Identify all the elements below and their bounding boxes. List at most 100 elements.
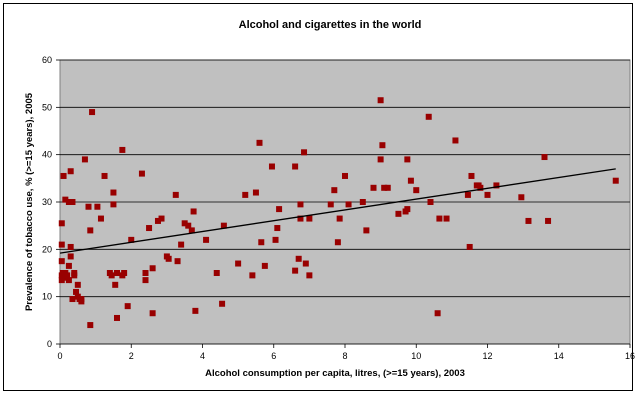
data-point (89, 109, 96, 116)
data-point (477, 184, 484, 191)
data-point (119, 146, 126, 153)
data-point (306, 215, 313, 222)
data-point (87, 322, 94, 329)
data-point (146, 225, 153, 232)
data-point (174, 258, 181, 265)
data-point (110, 189, 117, 196)
data-point (71, 270, 78, 276)
data-point (252, 189, 259, 196)
data-point (297, 215, 304, 222)
data-point (78, 296, 85, 303)
data-point (108, 272, 115, 279)
data-point (381, 184, 388, 191)
x-tick-label: 12 (482, 351, 492, 361)
data-point (274, 225, 281, 232)
data-point (67, 243, 74, 250)
y-tick-label: 60 (42, 55, 52, 65)
data-point (219, 300, 226, 307)
data-point (436, 215, 443, 222)
data-point (292, 163, 299, 170)
data-point (377, 156, 384, 163)
data-point (452, 137, 459, 144)
x-tick-label: 6 (271, 351, 276, 361)
data-point (545, 217, 552, 224)
data-point (121, 270, 128, 276)
x-tick-label: 2 (129, 351, 134, 361)
data-point (142, 270, 149, 276)
x-tick-label: 4 (200, 351, 205, 361)
data-point (404, 156, 411, 163)
gridlines (56, 59, 631, 348)
data-point (85, 203, 92, 210)
data-point (327, 201, 334, 208)
data-point (413, 187, 420, 194)
data-point (185, 222, 192, 229)
data-point (149, 310, 156, 317)
x-tick-label: 10 (411, 351, 421, 361)
x-tick-label: 14 (554, 351, 564, 361)
data-point (377, 97, 384, 104)
y-axis-title: Prevalence of tobacco use, % (>=15 years… (24, 92, 35, 311)
data-point (203, 236, 210, 243)
data-point (213, 270, 220, 276)
data-point (484, 191, 491, 198)
data-point (443, 215, 450, 222)
data-point (235, 260, 242, 267)
data-point (370, 184, 377, 191)
y-tick-label: 20 (42, 244, 52, 254)
data-point (69, 296, 76, 303)
data-point (172, 191, 179, 198)
data-point (301, 149, 308, 156)
data-point (114, 314, 120, 321)
data-point (192, 307, 199, 314)
data-point (427, 199, 434, 205)
data-point (363, 227, 370, 234)
data-point (268, 163, 275, 170)
data-point (101, 172, 108, 179)
data-point (466, 243, 473, 250)
data-point (272, 236, 279, 243)
data-point (94, 203, 101, 210)
data-point (295, 255, 302, 262)
data-point (128, 236, 135, 243)
data-point (110, 201, 117, 208)
data-point (124, 303, 131, 310)
data-point (331, 187, 338, 194)
data-point (87, 227, 94, 234)
data-point (60, 274, 67, 281)
data-point (612, 177, 619, 184)
data-point (359, 199, 366, 205)
data-point (64, 272, 71, 279)
data-point (112, 281, 119, 288)
data-point (249, 272, 256, 279)
data-point (518, 194, 525, 201)
data-point (525, 217, 532, 224)
data-point (58, 220, 65, 227)
data-point (165, 255, 172, 262)
chart-title: Alcohol and cigarettes in the world (239, 19, 422, 31)
data-point (425, 113, 432, 120)
data-point (468, 172, 475, 179)
data-point (190, 208, 197, 215)
data-point (345, 201, 352, 208)
data-point (334, 239, 341, 246)
data-point (302, 260, 309, 267)
data-point (142, 277, 149, 284)
data-point (114, 270, 120, 276)
data-point (292, 267, 299, 274)
data-point (178, 241, 185, 248)
x-tick-label: 16 (625, 351, 635, 361)
data-point (97, 215, 104, 222)
y-tick-label: 30 (42, 197, 52, 207)
data-point (154, 217, 161, 224)
data-point (188, 227, 195, 234)
data-point (65, 277, 72, 284)
data-point (256, 139, 263, 146)
data-point (60, 172, 67, 179)
data-point (149, 265, 156, 272)
data-point (384, 184, 391, 191)
data-points (58, 97, 619, 329)
data-point (67, 253, 74, 260)
data-point (81, 156, 88, 163)
data-point (158, 215, 165, 222)
